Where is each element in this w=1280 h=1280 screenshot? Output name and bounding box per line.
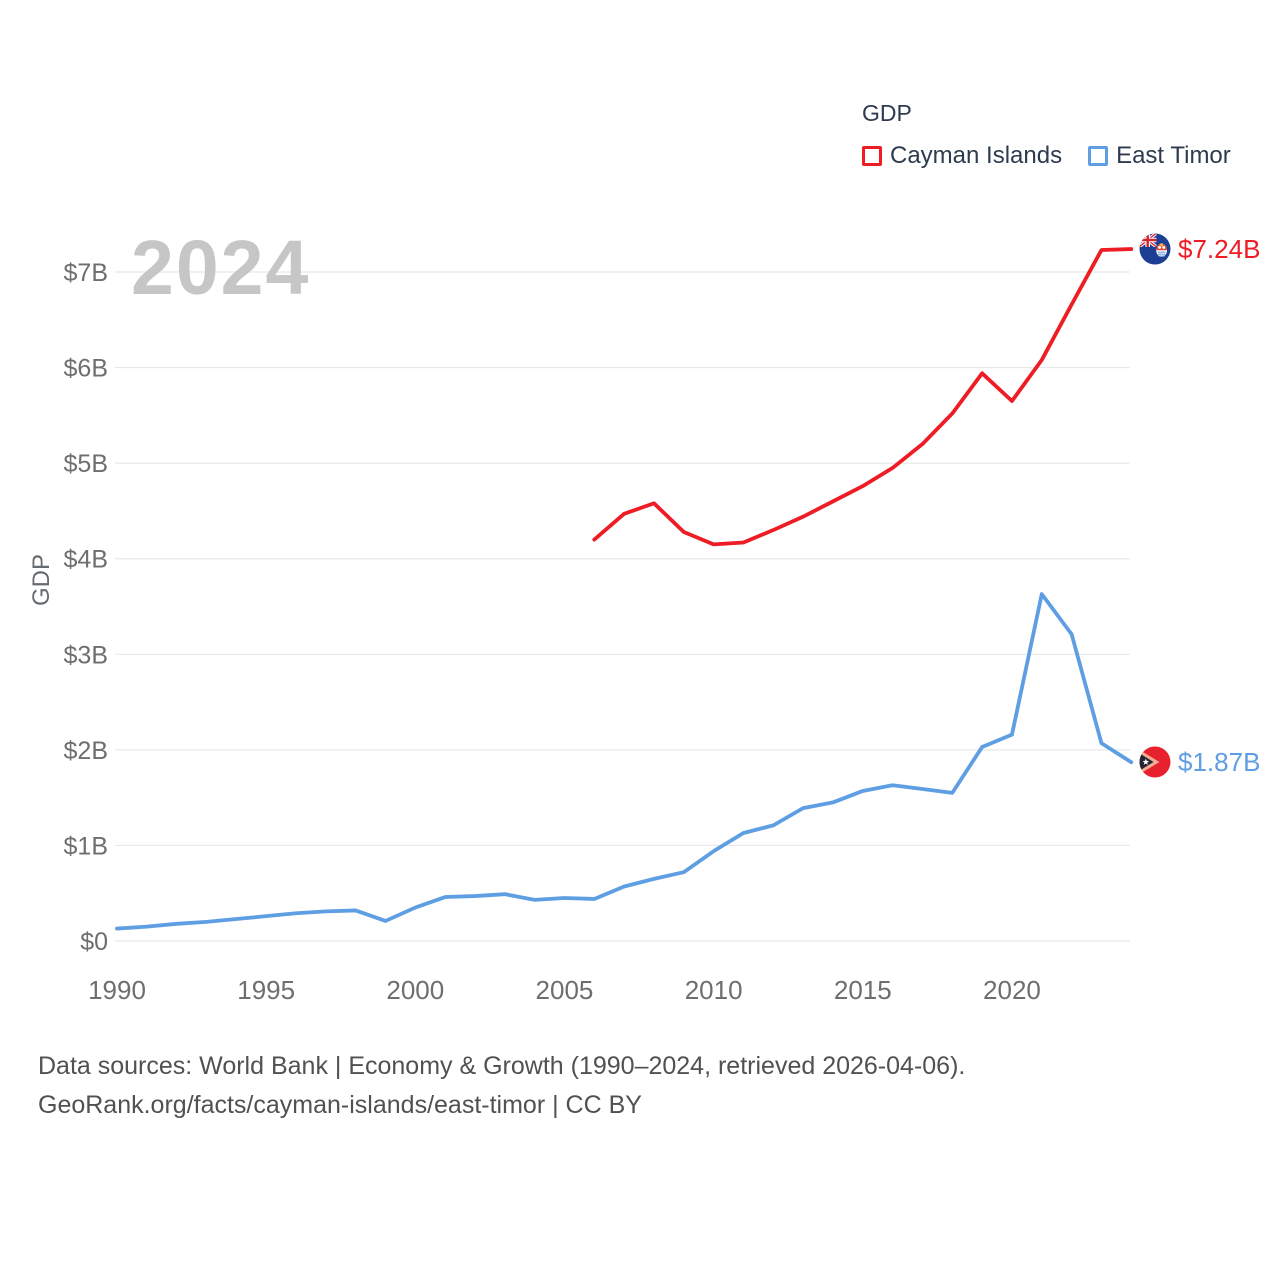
legend-item-cayman-islands[interactable]: Cayman Islands xyxy=(862,143,1062,169)
x-tick-label: 2010 xyxy=(685,975,743,1005)
x-tick-label: 1995 xyxy=(237,975,295,1005)
legend-label-cayman-islands: Cayman Islands xyxy=(890,142,1063,169)
x-tick-label: 1990 xyxy=(88,975,146,1005)
footer-sources-line: Data sources: World Bank | Economy & Gro… xyxy=(38,1052,966,1080)
cayman-islands-flag-icon xyxy=(1139,233,1171,265)
legend-item-east-timor[interactable]: East Timor xyxy=(1088,143,1231,169)
series-line-east-timor[interactable] xyxy=(115,592,1134,931)
footer-attribution-line: GeoRank.org/facts/cayman-islands/east-ti… xyxy=(38,1091,642,1119)
y-tick-label: $4B xyxy=(64,546,108,574)
watermark-year: 2024 xyxy=(131,225,311,311)
x-tick-label: 2000 xyxy=(386,975,444,1005)
y-tick-label: $5B xyxy=(64,450,108,478)
legend-swatch-east-timor xyxy=(1088,146,1109,166)
y-tick-label: $3B xyxy=(64,641,108,669)
legend: GDP Cayman Islands East Timor xyxy=(862,100,1231,169)
y-tick-label: $1B xyxy=(64,832,108,860)
legend-title: GDP xyxy=(862,100,912,126)
value-label-east-timor: $1.87B xyxy=(1178,747,1261,778)
y-tick-label: $7B xyxy=(64,259,108,287)
footer: Data sources: World Bank | Economy & Gro… xyxy=(38,1047,1238,1125)
y-tick-label: $2B xyxy=(64,737,108,765)
legend-swatch-cayman-islands xyxy=(862,146,882,166)
x-tick-label: 2005 xyxy=(536,975,594,1005)
east-timor-flag-icon xyxy=(1139,746,1171,778)
x-tick-label: 2020 xyxy=(983,975,1041,1005)
x-tick-label: 2015 xyxy=(834,975,892,1005)
y-axis-title: GDP xyxy=(28,554,55,607)
series-line-cayman-islands[interactable] xyxy=(592,247,1134,547)
y-tick-label: $0 xyxy=(80,928,108,956)
legend-label-east-timor: East Timor xyxy=(1116,142,1231,169)
value-label-cayman-islands: $7.24B xyxy=(1178,234,1261,265)
y-tick-label: $6B xyxy=(64,355,108,383)
plot-area: $0 $1B $2B $3B $4B $5B $6B $7B 1990 1995 2000 2005 2… xyxy=(64,247,1134,1005)
